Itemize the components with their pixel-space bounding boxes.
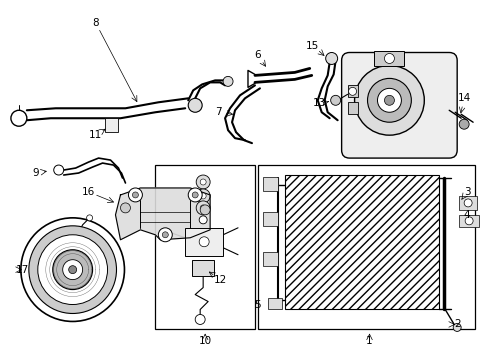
Text: 3: 3 <box>463 187 469 197</box>
Text: 11: 11 <box>89 130 102 140</box>
Circle shape <box>54 165 63 175</box>
Bar <box>285 175 438 310</box>
Circle shape <box>458 119 468 129</box>
Polygon shape <box>115 188 210 240</box>
Bar <box>185 228 223 256</box>
Circle shape <box>196 189 210 203</box>
Bar <box>374 50 404 67</box>
Text: 6: 6 <box>254 50 261 60</box>
Circle shape <box>128 188 142 202</box>
Circle shape <box>348 87 356 95</box>
Circle shape <box>200 193 206 199</box>
Bar <box>263 212 277 226</box>
Circle shape <box>53 250 92 289</box>
Bar <box>192 260 214 276</box>
Bar <box>347 85 357 97</box>
Circle shape <box>68 266 77 274</box>
Circle shape <box>200 179 206 185</box>
Bar <box>155 165 254 329</box>
Text: 2: 2 <box>453 319 460 329</box>
Bar <box>458 196 476 210</box>
Circle shape <box>464 217 472 225</box>
Text: 13: 13 <box>312 98 325 108</box>
Bar <box>104 118 118 132</box>
Circle shape <box>199 216 207 224</box>
Circle shape <box>11 110 27 126</box>
Circle shape <box>354 66 424 135</box>
Text: 16: 16 <box>82 187 95 197</box>
Circle shape <box>62 260 82 280</box>
Circle shape <box>223 76 233 86</box>
Circle shape <box>196 201 210 215</box>
Circle shape <box>195 315 205 324</box>
Circle shape <box>200 205 210 215</box>
Circle shape <box>330 95 340 105</box>
Circle shape <box>452 323 460 332</box>
Circle shape <box>377 88 401 112</box>
Circle shape <box>29 226 116 314</box>
Circle shape <box>120 203 130 213</box>
Text: 8: 8 <box>92 18 99 28</box>
Circle shape <box>463 199 471 207</box>
Bar <box>263 177 277 191</box>
Circle shape <box>367 78 410 122</box>
Circle shape <box>196 175 210 189</box>
Bar <box>258 165 474 329</box>
Circle shape <box>384 54 394 63</box>
Circle shape <box>325 53 337 64</box>
Bar <box>267 298 281 310</box>
Text: 1: 1 <box>366 336 372 346</box>
Circle shape <box>132 192 138 198</box>
Bar <box>263 252 277 266</box>
Circle shape <box>188 98 202 112</box>
Circle shape <box>86 215 92 221</box>
Text: 4: 4 <box>463 210 469 220</box>
Bar <box>347 102 357 114</box>
Circle shape <box>162 232 168 238</box>
Circle shape <box>21 218 124 321</box>
Text: 9: 9 <box>32 168 39 178</box>
Text: 5: 5 <box>254 300 261 310</box>
Text: 10: 10 <box>198 336 211 346</box>
Text: 12: 12 <box>213 275 226 285</box>
FancyBboxPatch shape <box>341 53 456 158</box>
Text: 7: 7 <box>214 107 221 117</box>
Text: 17: 17 <box>16 265 29 275</box>
Circle shape <box>200 205 206 211</box>
Circle shape <box>158 228 172 242</box>
Text: 14: 14 <box>457 93 470 103</box>
Circle shape <box>192 192 198 198</box>
Circle shape <box>38 235 107 305</box>
Bar <box>458 215 478 227</box>
Circle shape <box>188 188 202 202</box>
Text: 15: 15 <box>305 41 319 50</box>
Circle shape <box>199 237 209 247</box>
Circle shape <box>384 95 394 105</box>
